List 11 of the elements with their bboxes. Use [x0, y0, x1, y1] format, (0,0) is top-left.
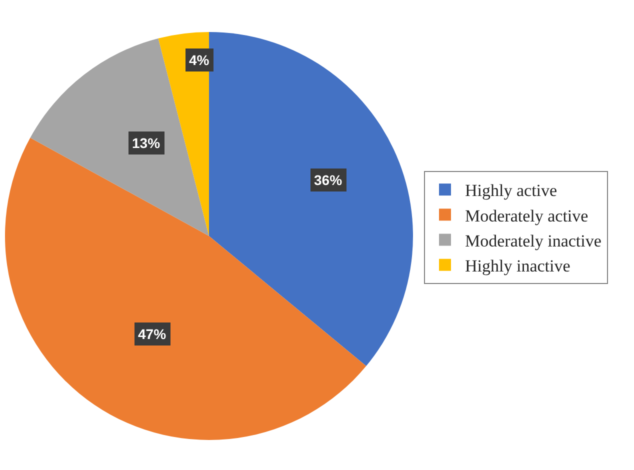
data-label: 36%: [314, 172, 343, 188]
pie-slice: [30, 38, 209, 236]
legend-label: Highly active: [465, 181, 558, 200]
legend-label: Moderately inactive: [465, 231, 602, 250]
pie-slice: [209, 32, 413, 366]
data-label: 47%: [138, 326, 167, 342]
data-label: 4%: [189, 52, 210, 68]
legend-label: Moderately active: [465, 206, 588, 226]
pie-slice: [5, 138, 366, 440]
legend-label: Highly inactive: [465, 256, 570, 276]
data-label: 13%: [132, 135, 161, 151]
